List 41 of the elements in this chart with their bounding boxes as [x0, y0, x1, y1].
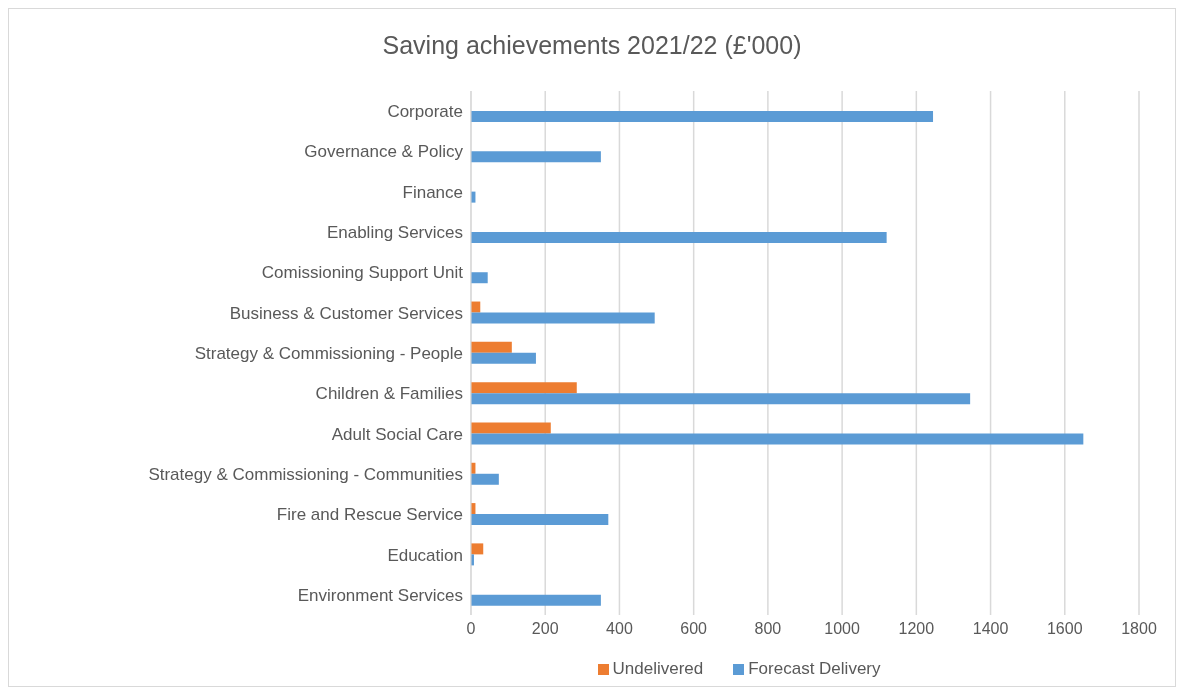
- bar: [471, 352, 536, 364]
- bar: [471, 312, 655, 324]
- bar: [471, 272, 488, 284]
- y-tick-label: Strategy & Commissioning - People: [194, 344, 463, 364]
- y-tick-label: Corporate: [387, 102, 463, 122]
- bar: [471, 231, 887, 243]
- bar: [471, 594, 601, 606]
- legend-label: Forecast Delivery: [748, 659, 881, 678]
- bar: [471, 393, 971, 405]
- x-tick-label: 0: [466, 620, 476, 638]
- bar: [471, 514, 609, 526]
- x-tick-label: 600: [680, 620, 708, 638]
- y-tick-label: Environment Services: [297, 585, 463, 605]
- y-tick-label: Enabling Services: [326, 223, 463, 243]
- y-tick-label: Business & Customer Services: [229, 303, 463, 323]
- bar: [471, 433, 1084, 445]
- legend-label: Undelivered: [612, 659, 704, 678]
- bar: [471, 111, 934, 122]
- x-tick-label: 200: [531, 620, 559, 638]
- x-tick-label: 400: [606, 620, 633, 638]
- y-tick-label: Comissioning Support Unit: [261, 263, 464, 283]
- x-tick-label: 1200: [898, 620, 935, 638]
- x-tick-label: 1800: [1121, 620, 1157, 638]
- bar: [471, 422, 551, 434]
- x-tick-label: 1400: [972, 620, 1009, 638]
- y-tick-label: Children & Families: [315, 384, 463, 404]
- chart-title: Saving achievements 2021/22 (£'000): [381, 30, 803, 61]
- y-tick-label: Finance: [402, 182, 463, 202]
- y-tick-label: Fire and Rescue Service: [276, 505, 463, 525]
- bar: [471, 543, 484, 555]
- y-tick-label: Adult Social Care: [331, 424, 463, 444]
- bar: [471, 382, 577, 394]
- x-tick-label: 800: [754, 620, 782, 638]
- bar: [471, 473, 499, 485]
- y-tick-label: Strategy & Commissioning - Communities: [148, 464, 463, 484]
- y-tick-label: Education: [387, 545, 463, 565]
- bar: [471, 151, 601, 163]
- bar: [471, 341, 512, 353]
- y-tick-label: Governance & Policy: [304, 142, 464, 162]
- x-tick-label: 1600: [1046, 620, 1083, 638]
- x-tick-label: 1000: [824, 620, 861, 638]
